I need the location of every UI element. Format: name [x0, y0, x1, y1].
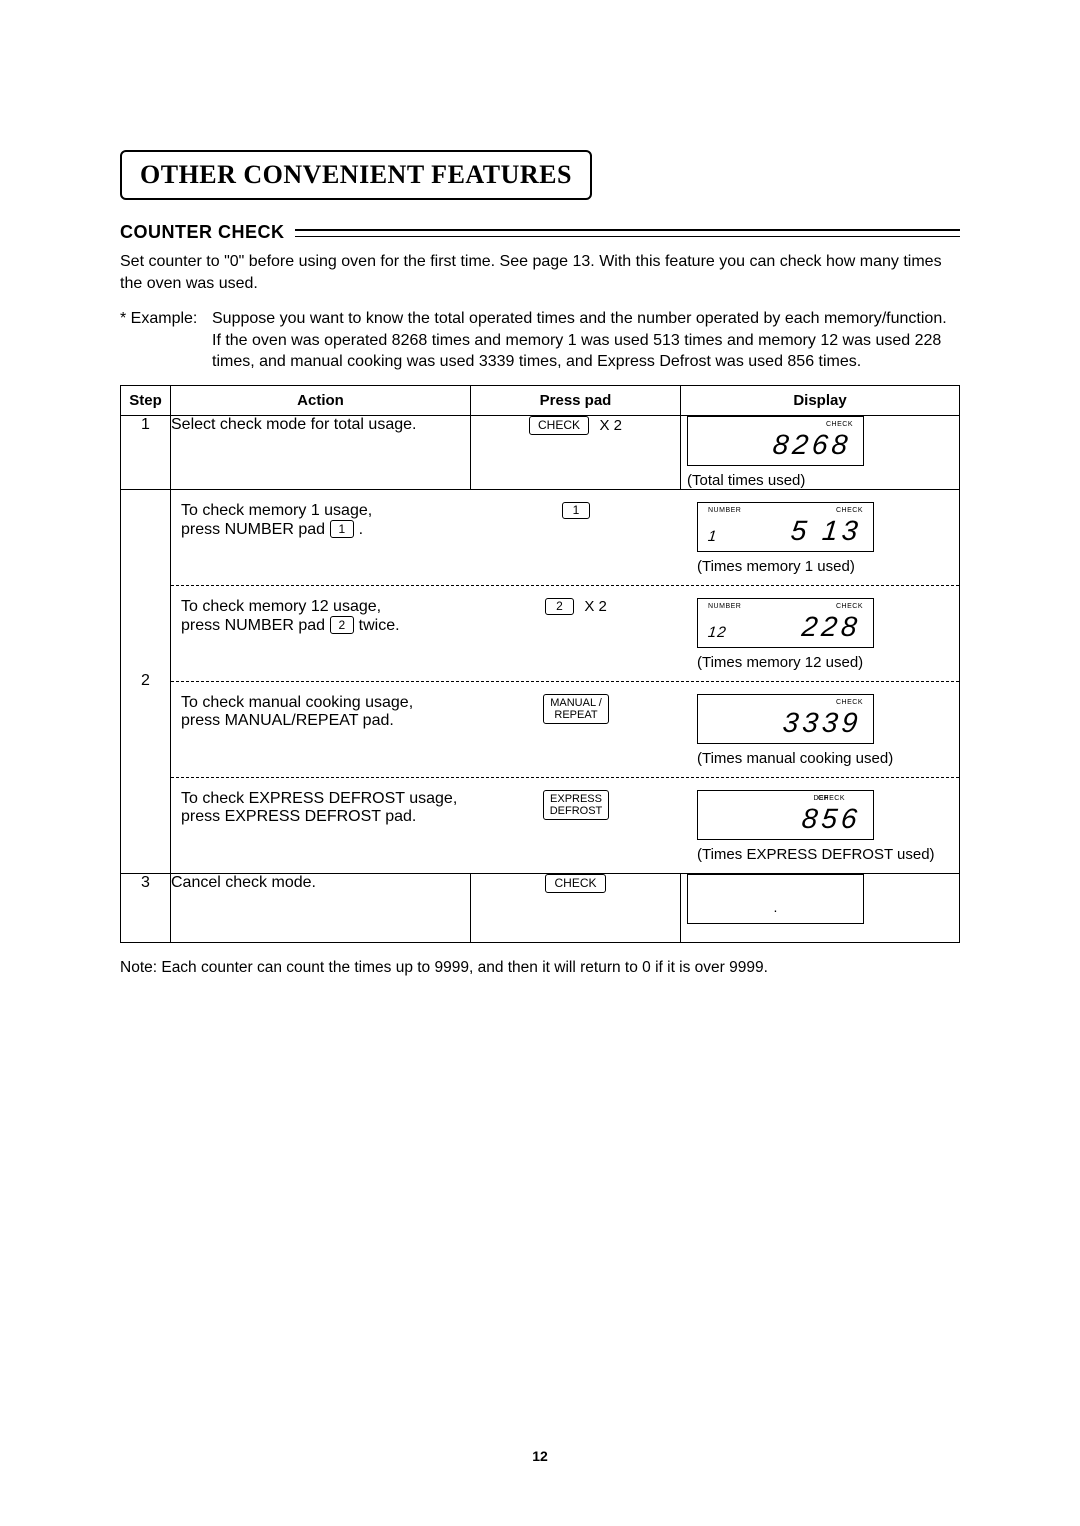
- section-heading: OTHER CONVENIENT FEATURES: [140, 160, 572, 189]
- step-1-press: CHECK X 2: [471, 415, 681, 489]
- section-heading-box: OTHER CONVENIENT FEATURES: [120, 150, 592, 200]
- action-line: press MANUAL/REPEAT pad.: [181, 712, 394, 729]
- display-icon: CHECK 8268: [687, 416, 864, 466]
- step-1-action: Select check mode for total usage.: [171, 415, 471, 489]
- express-defrost-pad-icon: EXPRESS DEFROST: [543, 790, 610, 820]
- display-icon: DEF CHECK 856: [697, 790, 874, 840]
- action-line: press NUMBER pad: [181, 617, 325, 634]
- th-press: Press pad: [471, 385, 681, 415]
- display-icon: NUMBER CHECK 12 228: [697, 598, 874, 648]
- table-header-row: Step Action Press pad Display: [121, 385, 960, 415]
- example-label: * Example:: [120, 308, 212, 373]
- display-tag: CHECK: [836, 699, 863, 706]
- number-pad-icon: 2: [545, 598, 574, 615]
- manual-repeat-pad-icon: MANUAL / REPEAT: [543, 694, 609, 724]
- step-1-display-cell: CHECK 8268 (Total times used): [681, 415, 960, 489]
- check-pad-icon: CHECK: [529, 416, 589, 435]
- step-2-num: 2: [121, 489, 171, 873]
- action-line: To check memory 12 usage,: [181, 598, 381, 615]
- example-text: Suppose you want to know the total opera…: [212, 308, 960, 373]
- press-multiplier: X 2: [599, 417, 622, 434]
- step-2-row: 2 To check memory 1 usage, press NUMBER …: [121, 489, 960, 873]
- display-caption: (Times EXPRESS DEFROST used): [697, 846, 949, 863]
- display-value: 228: [801, 611, 863, 643]
- step-2-subrow-4: To check EXPRESS DEFROST usage, press EX…: [171, 778, 959, 873]
- display-cell: CHECK 3339 (Times manual cooking used): [681, 682, 959, 777]
- action-text: To check memory 12 usage, press NUMBER p…: [171, 586, 471, 681]
- press-pad-cell: 1: [471, 490, 681, 585]
- action-line: .: [359, 521, 363, 538]
- steps-table: Step Action Press pad Display 1 Select c…: [120, 385, 960, 943]
- display-tag-right: CHECK: [836, 507, 863, 514]
- manual-page: OTHER CONVENIENT FEATURES COUNTER CHECK …: [0, 0, 1080, 1526]
- example-text-1: Suppose you want to know the total opera…: [212, 310, 947, 327]
- press-multiplier: X 2: [584, 598, 607, 615]
- display-tag: CHECK: [826, 421, 853, 428]
- step-2-subrow-2: To check memory 12 usage, press NUMBER p…: [171, 586, 959, 681]
- action-line: To check manual cooking usage,: [181, 694, 413, 711]
- display-value: 856: [801, 803, 863, 835]
- step-2-body: To check memory 1 usage, press NUMBER pa…: [171, 489, 960, 873]
- display-cell: NUMBER CHECK 12 228 (Times memory 12 use…: [681, 586, 959, 681]
- display-mem-number: 12: [707, 624, 727, 641]
- example-block: * Example: Suppose you want to know the …: [120, 308, 960, 373]
- press-pad-cell: MANUAL / REPEAT: [471, 682, 681, 777]
- rule-divider: [295, 229, 960, 237]
- step-2-subrow-1: To check memory 1 usage, press NUMBER pa…: [171, 490, 959, 585]
- btn-line: REPEAT: [554, 709, 597, 721]
- action-line: press EXPRESS DEFROST pad.: [181, 808, 416, 825]
- th-action: Action: [171, 385, 471, 415]
- display-caption: (Total times used): [687, 472, 959, 489]
- display-caption: (Times manual cooking used): [697, 750, 949, 767]
- number-key-icon: 1: [330, 520, 355, 538]
- action-text: To check memory 1 usage, press NUMBER pa…: [171, 490, 471, 585]
- display-value: 3339: [781, 707, 863, 739]
- display-cell: NUMBER CHECK 1 5 13 (Times memory 1 used…: [681, 490, 959, 585]
- action-line: To check EXPRESS DEFROST usage,: [181, 790, 457, 807]
- step-3-action: Cancel check mode.: [171, 873, 471, 942]
- btn-line: MANUAL /: [550, 697, 602, 709]
- display-icon: CHECK 3339: [697, 694, 874, 744]
- press-pad-cell: EXPRESS DEFROST: [471, 778, 681, 873]
- step-2-subrow-3: To check manual cooking usage, press MAN…: [171, 682, 959, 777]
- check-pad-icon: CHECK: [545, 874, 605, 893]
- action-line: press NUMBER pad: [181, 521, 325, 538]
- th-display: Display: [681, 385, 960, 415]
- action-line: To check memory 1 usage,: [181, 502, 372, 519]
- step-3-row: 3 Cancel check mode. CHECK .: [121, 873, 960, 942]
- step-3-press: CHECK: [471, 873, 681, 942]
- display-tag-left: NUMBER: [708, 603, 741, 610]
- display-value: 5 13: [789, 515, 863, 547]
- step-1-row: 1 Select check mode for total usage. CHE…: [121, 415, 960, 489]
- display-icon: NUMBER CHECK 1 5 13: [697, 502, 874, 552]
- action-line: twice.: [359, 617, 400, 634]
- number-pad-icon: 1: [562, 502, 591, 519]
- btn-line: EXPRESS: [550, 793, 602, 805]
- step-1-num: 1: [121, 415, 171, 489]
- page-number: 12: [0, 1448, 1080, 1464]
- subheading-row: COUNTER CHECK: [120, 222, 960, 243]
- display-caption: (Times memory 12 used): [697, 654, 949, 671]
- display-tag-check: CHECK: [818, 795, 845, 802]
- btn-line: DEFROST: [550, 805, 603, 817]
- step-3-num: 3: [121, 873, 171, 942]
- display-mem-number: 1: [707, 528, 718, 545]
- action-text: To check manual cooking usage, press MAN…: [171, 682, 471, 777]
- press-pad-cell: 2 X 2: [471, 586, 681, 681]
- display-cell: DEF CHECK 856 (Times EXPRESS DEFROST use…: [681, 778, 959, 873]
- example-text-2: If the oven was operated 8268 times and …: [212, 332, 941, 371]
- action-text: To check EXPRESS DEFROST usage, press EX…: [171, 778, 471, 873]
- note-text: Note: Each counter can count the times u…: [120, 959, 960, 977]
- display-dot: .: [774, 899, 778, 915]
- th-step: Step: [121, 385, 171, 415]
- intro-text: Set counter to "0" before using oven for…: [120, 251, 960, 294]
- subheading: COUNTER CHECK: [120, 222, 285, 243]
- display-caption: (Times memory 1 used): [697, 558, 949, 575]
- display-icon: .: [687, 874, 864, 924]
- display-tag-left: NUMBER: [708, 507, 741, 514]
- step-3-display-cell: .: [681, 873, 960, 942]
- display-value: 8268: [771, 429, 853, 461]
- number-key-icon: 2: [330, 616, 355, 634]
- display-tag-right: CHECK: [836, 603, 863, 610]
